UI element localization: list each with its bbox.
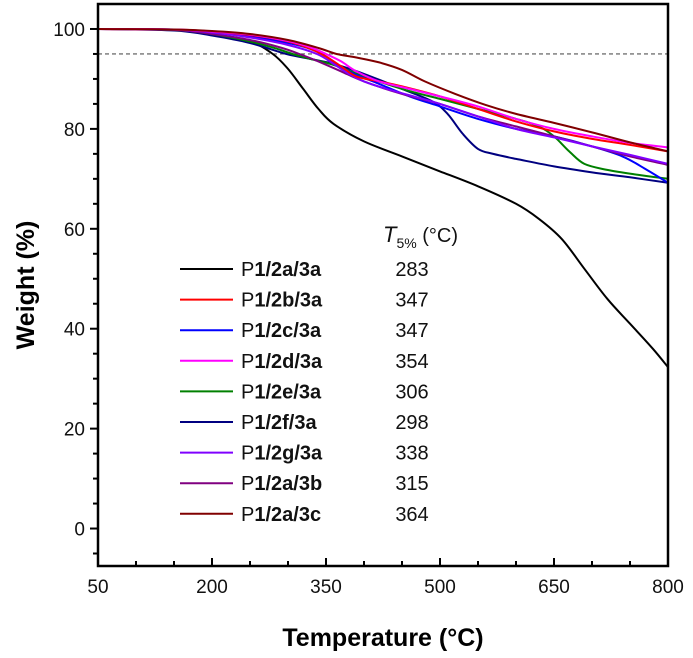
legend-item: P1/2c/3a 347 (180, 320, 429, 342)
legend-t5-value: 315 (395, 473, 428, 495)
legend-label-compound: 1/2c/3a (254, 320, 322, 342)
y-tick-label: 100 (53, 20, 85, 41)
legend-label-prefix: P (241, 351, 254, 373)
plot-frame (96, 2, 670, 568)
legend-t5-value: 338 (395, 443, 428, 465)
y-axis-ticks: 0 20 40 60 80 100 (53, 20, 98, 555)
legend-label-compound: 1/2a/3a (254, 259, 322, 281)
legend-label: P1/2c/3a (241, 320, 322, 342)
legend-label: P1/2b/3a (241, 290, 323, 312)
legend-label-compound: 1/2e/3a (254, 381, 322, 403)
legend-header-symbol: T (383, 222, 398, 247)
legend-item: P1/2f/3a 298 (180, 412, 429, 434)
legend-t5-value: 347 (395, 320, 428, 342)
legend-label: P1/2a/3c (241, 504, 321, 526)
legend-t5-value: 354 (395, 351, 428, 373)
x-axis-title: Temperature (°C) (282, 624, 483, 652)
legend-label-compound: 1/2g/3a (254, 443, 323, 465)
legend-label-prefix: P (241, 290, 254, 312)
legend-item: P1/2a/3c 364 (180, 504, 429, 526)
legend-label-compound: 1/2a/3c (254, 504, 321, 526)
x-tick-label: 650 (538, 577, 570, 598)
legend-label: P1/2a/3a (241, 259, 322, 281)
x-tick-label: 500 (424, 577, 456, 598)
legend-label-prefix: P (241, 320, 254, 342)
legend-t5-value: 298 (395, 412, 428, 434)
series-line-p1-2f-3a (97, 28, 669, 184)
legend-label-compound: 1/2d/3a (254, 351, 323, 373)
series-line-p1-2a-3c (97, 28, 669, 153)
legend-label: P1/2e/3a (241, 381, 322, 403)
legend-label-prefix: P (241, 412, 254, 434)
legend-label-compound: 1/2f/3a (254, 412, 317, 434)
legend-t5-value: 306 (395, 381, 428, 403)
legend-t5-value: 283 (395, 259, 428, 281)
legend-header: T5% (°C) (383, 222, 458, 251)
legend-item: P1/2a/3a 283 (180, 259, 429, 281)
legend-label: P1/2f/3a (241, 412, 317, 434)
legend-label-prefix: P (241, 473, 254, 495)
x-tick-label: 350 (310, 577, 342, 598)
series-line-p1-2c-3a (97, 28, 669, 184)
legend-label: P1/2d/3a (241, 351, 323, 373)
series-line-p1-2e-3a (97, 28, 669, 180)
y-tick-label: 20 (64, 420, 85, 441)
legend-label: P1/2g/3a (241, 443, 323, 465)
legend-label-prefix: P (241, 443, 254, 465)
y-tick-label: 80 (64, 120, 85, 141)
legend-item: P1/2e/3a 306 (180, 381, 429, 403)
legend-header-subscript: 5% (396, 235, 416, 251)
series-line-p1-2g-3a (97, 28, 669, 165)
legend-item: P1/2d/3a 354 (180, 351, 429, 373)
legend-item: P1/2b/3a 347 (180, 290, 429, 312)
legend-label-compound: 1/2a/3b (254, 473, 322, 495)
legend-t5-value: 364 (395, 504, 428, 526)
y-tick-label: 60 (64, 220, 85, 241)
legend-label-compound: 1/2b/3a (254, 290, 323, 312)
series-layer (97, 28, 669, 369)
x-tick-label: 50 (87, 577, 108, 598)
legend-label-prefix: P (241, 504, 254, 526)
legend-item: P1/2g/3a 338 (180, 443, 429, 465)
legend-item: P1/2a/3b 315 (180, 473, 429, 495)
y-tick-label: 40 (64, 320, 85, 341)
legend-header-unit: (°C) (417, 225, 458, 247)
legend-label: P1/2a/3b (241, 473, 322, 495)
series-line-p1-2b-3a (97, 28, 669, 153)
series-line-p1-2a-3a (97, 28, 669, 369)
x-tick-label: 200 (196, 577, 228, 598)
y-tick-label: 0 (74, 520, 85, 541)
legend-label-prefix: P (241, 259, 254, 281)
x-axis-ticks: 50 200 350 500 650 800 (87, 558, 684, 598)
legend-t5-value: 347 (395, 290, 428, 312)
x-tick-label: 800 (652, 577, 684, 598)
legend-label-prefix: P (241, 381, 254, 403)
y-axis-title: Weight (%) (12, 221, 40, 350)
